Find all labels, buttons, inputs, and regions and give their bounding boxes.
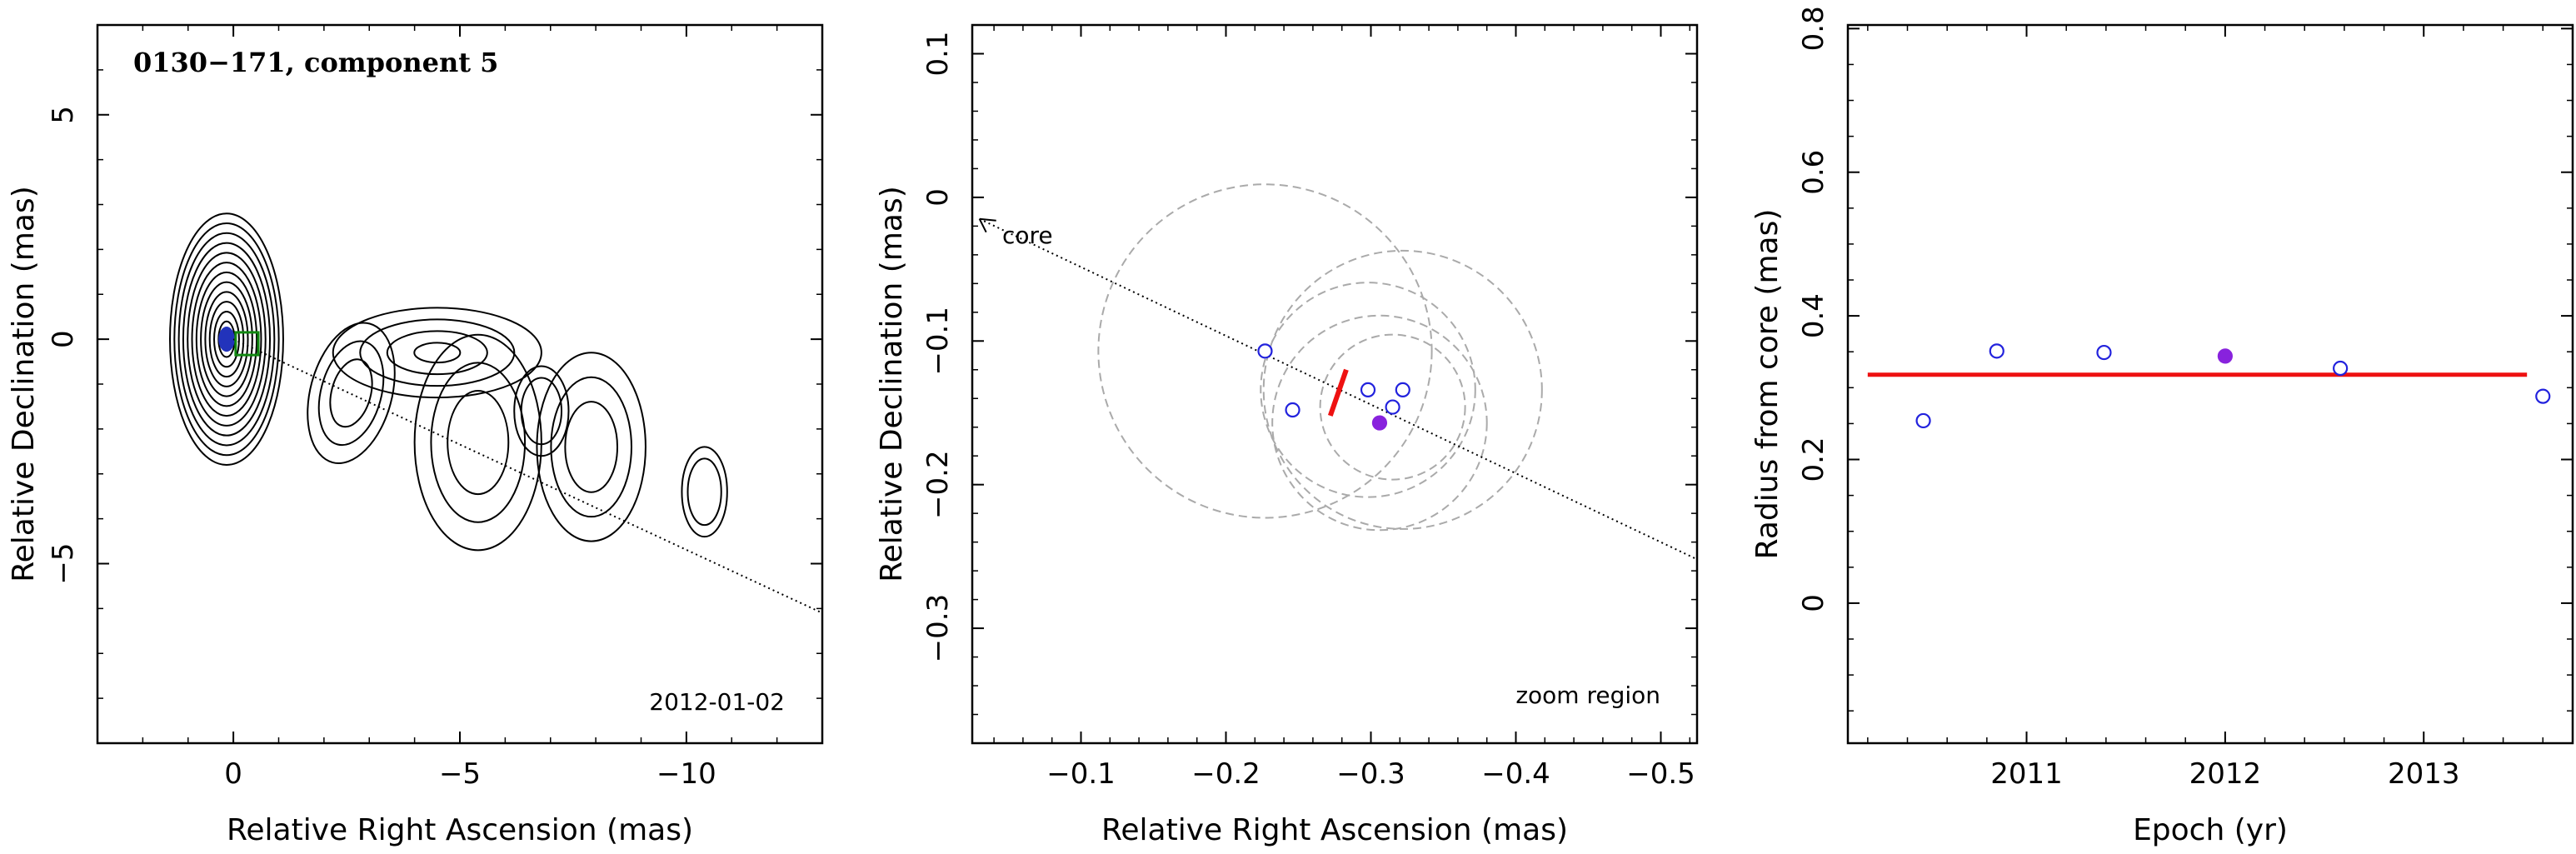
y-tick-label: 0.1 — [921, 31, 955, 76]
current-epoch-point — [1371, 415, 1388, 431]
y-tick-label: 0 — [47, 330, 80, 348]
core-contour — [213, 310, 240, 368]
y-tick-label: −0.2 — [921, 450, 955, 519]
core-peak — [218, 327, 235, 352]
plot-frame — [1846, 23, 2574, 745]
y-tick-label: −5 — [47, 542, 80, 584]
x-tick-label: 2013 — [2388, 757, 2460, 791]
jet-contour — [332, 307, 542, 399]
epoch-point — [2096, 344, 2112, 361]
beam-circle — [1262, 249, 1543, 530]
beam-circle — [1271, 314, 1488, 532]
jet-contour — [681, 446, 728, 538]
jet-contour — [536, 352, 646, 542]
plot-frame — [971, 23, 1699, 745]
date-label: 2012-01-02 — [649, 688, 785, 716]
beam-circle — [1260, 282, 1476, 498]
epoch-point — [1915, 412, 1931, 429]
core-contour — [208, 301, 245, 378]
beam-circle — [1097, 183, 1433, 519]
x-tick-label: 2012 — [2189, 757, 2262, 791]
epoch-point — [1989, 343, 2004, 359]
position-point — [1395, 382, 1410, 397]
jet-contour — [447, 389, 510, 496]
x-axis-label: Relative Right Ascension (mas) — [227, 813, 693, 847]
y-tick-label: 0 — [1797, 594, 1830, 612]
position-point — [1385, 399, 1400, 415]
jet-contour — [317, 340, 385, 447]
epoch-point — [2535, 388, 2551, 404]
y-tick-label: 0.6 — [1797, 150, 1830, 195]
y-axis-label: Radius from core (mas) — [1750, 209, 1785, 560]
component-trajectory — [232, 338, 822, 614]
jet-contour — [413, 342, 462, 364]
x-tick-label: 2011 — [1990, 757, 2063, 791]
radius-vs-epoch — [1867, 343, 2551, 429]
y-tick-label: 0 — [921, 188, 955, 207]
zoom-region-label: zoom region — [1515, 682, 1660, 709]
x-axis-label: Relative Right Ascension (mas) — [1101, 813, 1568, 847]
jet-contour — [329, 358, 373, 428]
beam-circle — [1319, 333, 1466, 481]
core-contour — [204, 291, 249, 387]
jet-contour — [359, 318, 516, 387]
jet-contour — [386, 330, 488, 376]
core-contour — [177, 232, 276, 447]
x-tick-label: 0 — [224, 757, 242, 791]
contour-map — [169, 212, 822, 614]
y-tick-label: 5 — [47, 106, 80, 124]
y-tick-label: 0.8 — [1797, 6, 1830, 51]
jet-contour — [520, 377, 563, 446]
y-tick-label: 0.4 — [1797, 293, 1830, 338]
x-tick-label: −10 — [656, 757, 716, 791]
panel-3: 2011 2012 2013 0 0.2 0.4 0.6 0.8 Epoch (yr) Rad… — [1750, 6, 2574, 847]
jet-contour — [413, 333, 542, 552]
panel-1: 0 −5 −10 5 0 −5 0130−171, component 5 2012-01… — [7, 23, 824, 847]
jet-contour — [550, 376, 632, 518]
axis-ticks: 2011 2012 2013 0 0.2 0.4 0.6 0.8 — [1797, 6, 2573, 791]
panel-2: −0.1 −0.2 −0.3 −0.4 −0.5 0.1 0 −0.1 −0.2 −0.3 cor… — [875, 23, 1699, 847]
position-point — [1257, 343, 1273, 359]
velocity-vector — [1327, 368, 1349, 417]
y-axis-label: Relative Declination (mas) — [875, 186, 909, 582]
core-contour — [182, 242, 272, 437]
position-point — [1360, 382, 1376, 397]
jet-contour — [307, 322, 396, 464]
axis-ticks: 0 −5 −10 5 0 −5 — [47, 24, 823, 791]
core-contour — [187, 252, 267, 427]
jet-contour — [430, 362, 527, 523]
zoom-region-box — [234, 331, 260, 357]
y-tick-label: −0.1 — [921, 307, 955, 376]
zoom-scatter — [978, 183, 1697, 561]
epoch-point — [2333, 360, 2349, 377]
core-contour — [195, 271, 258, 407]
y-tick-label: 0.2 — [1797, 437, 1830, 482]
core-label: core — [1002, 222, 1053, 249]
x-tick-label: −0.3 — [1336, 757, 1405, 791]
core-arrowhead — [978, 217, 996, 233]
jet-contour — [564, 401, 619, 493]
x-axis-label: Epoch (yr) — [2133, 813, 2288, 847]
jet-contour — [686, 457, 722, 527]
y-tick-label: −0.3 — [921, 594, 955, 663]
core-contour — [200, 281, 253, 397]
core-contour — [169, 212, 284, 466]
x-tick-label: −0.4 — [1481, 757, 1550, 791]
core-contour — [191, 262, 262, 417]
x-tick-label: −0.1 — [1046, 757, 1116, 791]
current-epoch-point — [2217, 348, 2233, 364]
x-tick-label: −5 — [439, 757, 481, 791]
axis-ticks: −0.1 −0.2 −0.3 −0.4 −0.5 0.1 0 −0.1 −0.2 −0.3 — [921, 25, 1697, 791]
jet-contour — [513, 365, 570, 457]
panel-title: 0130−171, component 5 — [133, 47, 498, 78]
x-tick-label: −0.5 — [1626, 757, 1695, 791]
position-point — [1285, 402, 1300, 418]
x-tick-label: −0.2 — [1191, 757, 1261, 791]
y-axis-label: Relative Declination (mas) — [7, 186, 41, 582]
core-contour — [173, 222, 280, 457]
